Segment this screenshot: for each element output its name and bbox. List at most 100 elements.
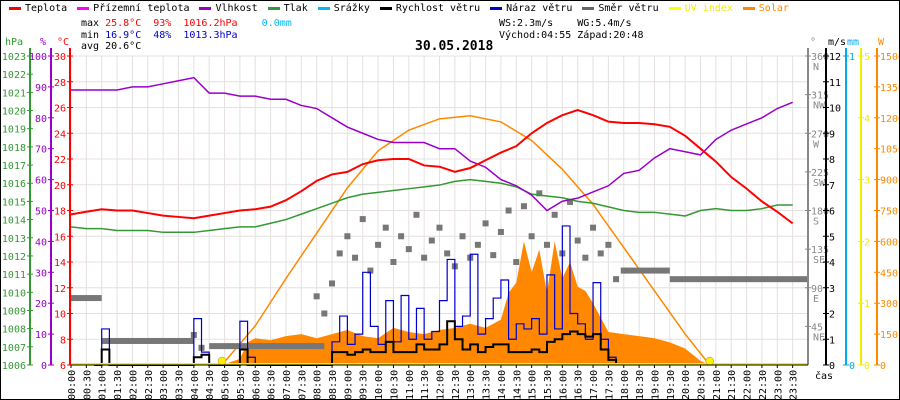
temperature-tick-label: 18 [54,207,66,218]
x-tick-label: 13:30 [482,370,493,400]
rain-tick-label: 1 [849,52,855,63]
uv-tick-label: 4 [864,114,870,125]
x-tick-label: 19:00 [650,370,661,400]
x-tick-label: 19:30 [666,370,677,400]
temperature-tick-label: 22 [54,155,66,166]
solar-tick-label: 600 [880,237,898,248]
wind-speed-stat: WS:2.3m/s [499,18,554,29]
max-rain: 0.0mm [261,18,292,29]
legend-rain: Srážky [317,3,370,14]
solar-tick-label: 1350 [880,83,900,94]
max-humidity: 93% [153,18,172,29]
max-temp: 25.8°C [105,18,142,29]
temperature-tick-label: 10 [54,310,66,321]
solar-tick-label: 1050 [880,145,900,156]
pressure-line [70,178,793,234]
x-tick-label: 02:30 [144,370,155,400]
x-tick-label: 03:30 [174,370,185,400]
pressure-tick-label: 1010 [2,288,26,299]
humidity-tick-label: 0 [41,361,47,372]
avg-label: avg [81,41,100,52]
wind-tick-label: 5 [829,232,835,243]
temperature-tick-label: 12 [54,284,66,295]
sun-marker [705,356,714,366]
wind-direction-point [490,252,497,259]
max-pressure: 1016.2hPa [183,18,238,29]
legend-humidity: Vlhkost [199,3,258,14]
legend-label: Teplota [25,3,68,14]
avg-temp: 20.6°C [105,41,142,52]
wind-direction-point [620,267,627,274]
x-tick-label: 04:00 [190,370,201,400]
wind-direction-point [613,276,620,283]
wind-direction-point [505,207,512,214]
wind-direction-point [336,250,343,257]
humidity-tick-label: 100 [29,52,47,63]
x-tick-label: 16:00 [558,370,569,400]
rain-tick-label: 0 [849,361,855,372]
x-axis-label: čas [815,370,833,382]
x-tick-label: 16:30 [574,370,585,400]
pressure-tick-label: 1023 [2,52,26,63]
x-tick-label: 00:30 [82,370,93,400]
x-tick-label: 13:00 [466,370,477,400]
x-tick-label: 20:30 [697,370,708,400]
wind-direction-point [528,233,535,240]
chart-title: 30.05.2018 [415,39,494,54]
legend: Teplota Přízemní teplota Vlhkost Tlak Sr… [9,3,789,14]
pressure-tick-label: 1013 [2,234,26,245]
humidity-tick-label: 60 [35,176,47,187]
wind-direction-point [497,228,504,235]
wind-direction-point [590,224,597,231]
pressure-tick-label: 1015 [2,197,26,208]
rain-unit: mm [847,37,859,48]
humidity-tick-label: 80 [35,114,47,125]
direction-tick-label: SW [813,178,826,189]
legend-label: Vlhkost [215,3,258,14]
solar-tick-label: 300 [880,299,898,310]
wind-gust-stat: WG:5.4m/s [577,18,632,29]
wind-direction-point [605,241,612,248]
min-pressure: 1013.3hPa [183,30,238,41]
x-tick-label: 02:00 [128,370,139,400]
x-tick-label: 20:00 [681,370,692,400]
direction-unit: ° [810,37,816,48]
solar-tick-label: 150 [880,330,898,341]
legend-wind-gust: Náraz větru [490,3,572,14]
wind-direction-point [382,224,389,231]
x-tick-label: 08:30 [328,370,339,400]
legend-label: UV index [684,3,733,14]
uv-tick-label: 5 [864,52,870,63]
x-tick-label: 10:00 [374,370,385,400]
wind-direction-segment [623,267,670,274]
direction-tick-label: NW [813,101,826,112]
legend-uv: UV index [668,3,733,14]
direction-tick-label: 180 [811,207,829,218]
x-tick-label: 15:30 [543,370,554,400]
wind-direction-point [597,250,604,257]
wind-tick-label: 1 [829,335,835,346]
direction-tick-label: 90 [811,284,823,295]
temperature-tick-label: 16 [54,232,66,243]
x-tick-label: 11:00 [405,370,416,400]
legend-label: Náraz větru [506,3,573,14]
wind-tick-label: 3 [829,284,835,295]
min-temp: 16.9°C [105,30,142,41]
stats-avg: avg 20.6°C [81,41,141,52]
x-tick-label: 10:30 [389,370,400,400]
solar-unit: W [878,37,885,48]
pressure-tick-label: 1021 [2,88,26,99]
x-tick-label: 11:30 [420,370,431,400]
legend-wind-direction: Směr větru [582,3,659,14]
pressure-tick-label: 1007 [2,343,26,354]
humidity-tick-label: 10 [35,330,47,341]
x-tick-label: 21:30 [727,370,738,400]
uv-tick-label: 2 [864,237,870,248]
temperature-tick-label: 28 [54,78,66,89]
x-tick-label: 23:00 [773,370,784,400]
x-tick-label: 15:00 [528,370,539,400]
direction-tick-label: 360 [811,52,829,63]
wind-tick-label: 6 [829,207,835,218]
